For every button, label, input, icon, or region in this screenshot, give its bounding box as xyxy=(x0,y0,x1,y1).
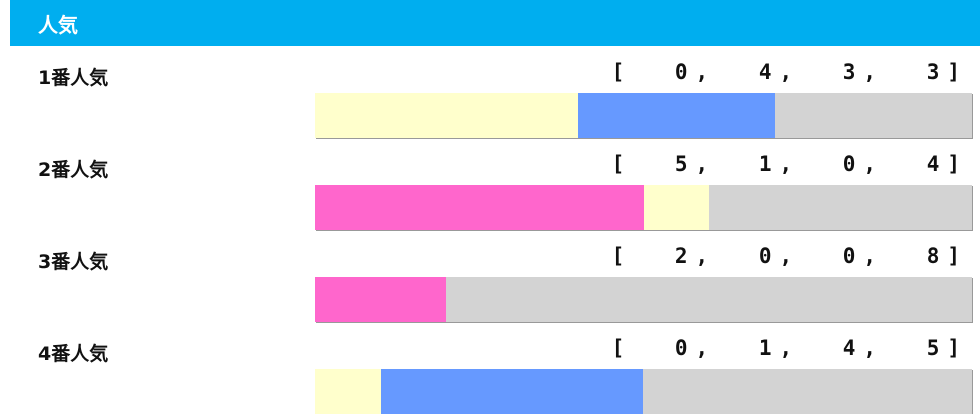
row-1: 1番人気 [ 0, 4, 3, 3] xyxy=(0,46,980,138)
stacked-bar xyxy=(315,185,972,230)
bar-segment-3 xyxy=(380,369,644,414)
section-title: 人気 xyxy=(38,13,78,37)
bar-segment-3 xyxy=(577,93,775,138)
record-label: [ 2, 0, 0, 8] xyxy=(611,244,968,268)
category-label: 1番人気 xyxy=(38,67,109,89)
stacked-bar xyxy=(315,369,972,414)
row-4: 4番人気 [ 0, 1, 4, 5] xyxy=(0,322,980,414)
category-label: 2番人気 xyxy=(38,159,109,181)
bar-segment-2 xyxy=(315,93,578,138)
row-2: 2番人気 [ 5, 1, 0, 4] xyxy=(0,138,980,230)
bar-segment-4 xyxy=(446,277,972,322)
stacked-bar xyxy=(315,277,972,322)
bar-segment-4 xyxy=(643,369,972,414)
bar-segment-2 xyxy=(315,369,381,414)
bar-segment-4 xyxy=(709,185,972,230)
bar-segment-1 xyxy=(315,185,644,230)
section-header: 人気 xyxy=(10,0,980,46)
stacked-bar xyxy=(315,93,972,138)
row-3: 3番人気 [ 2, 0, 0, 8] xyxy=(0,230,980,322)
bar-segment-4 xyxy=(774,93,972,138)
record-label: [ 0, 4, 3, 3] xyxy=(611,60,968,84)
bar-segment-1 xyxy=(315,277,447,322)
category-label: 4番人気 xyxy=(38,343,109,365)
category-label: 3番人気 xyxy=(38,251,109,273)
record-label: [ 5, 1, 0, 4] xyxy=(611,152,968,176)
record-label: [ 0, 1, 4, 5] xyxy=(611,336,968,360)
bar-segment-2 xyxy=(643,185,710,230)
